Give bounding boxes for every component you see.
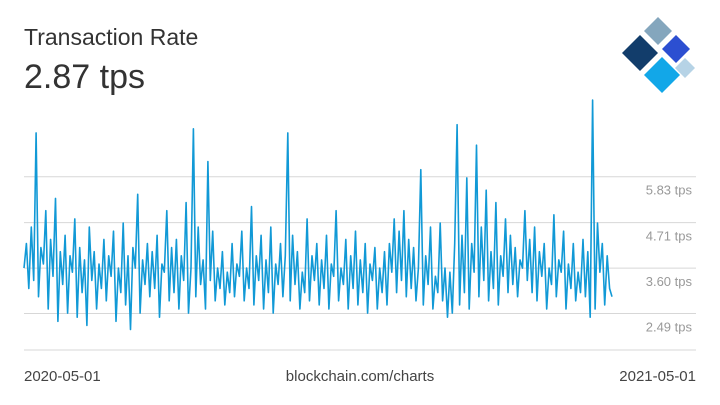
source-link[interactable]: blockchain.com/charts: [285, 368, 435, 385]
logo-right-diamond: [662, 35, 690, 63]
y-tick-label: 3.60 tps: [646, 274, 693, 289]
logo-top-diamond: [644, 17, 672, 45]
logo-bottom-diamond: [644, 57, 680, 93]
logo-left-diamond: [622, 35, 658, 71]
current-value: 2.87 tps: [24, 58, 145, 96]
y-tick-label: 5.83 tps: [646, 183, 693, 198]
x-end-date: 2021-05-01: [619, 368, 696, 385]
logo-small-diamond: [675, 58, 695, 78]
x-start-date: 2020-05-01: [24, 368, 101, 385]
y-tick-labels: 2.49 tps 3.60 tps 4.71 tps 5.83 tps: [646, 183, 693, 335]
blockchain-logo-icon: [622, 17, 695, 93]
y-tick-label: 2.49 tps: [646, 320, 693, 335]
chart-title: Transaction Rate: [24, 24, 199, 50]
series-line: [23, 99, 613, 331]
y-tick-label: 4.71 tps: [646, 229, 693, 244]
plot-area: [23, 99, 613, 331]
